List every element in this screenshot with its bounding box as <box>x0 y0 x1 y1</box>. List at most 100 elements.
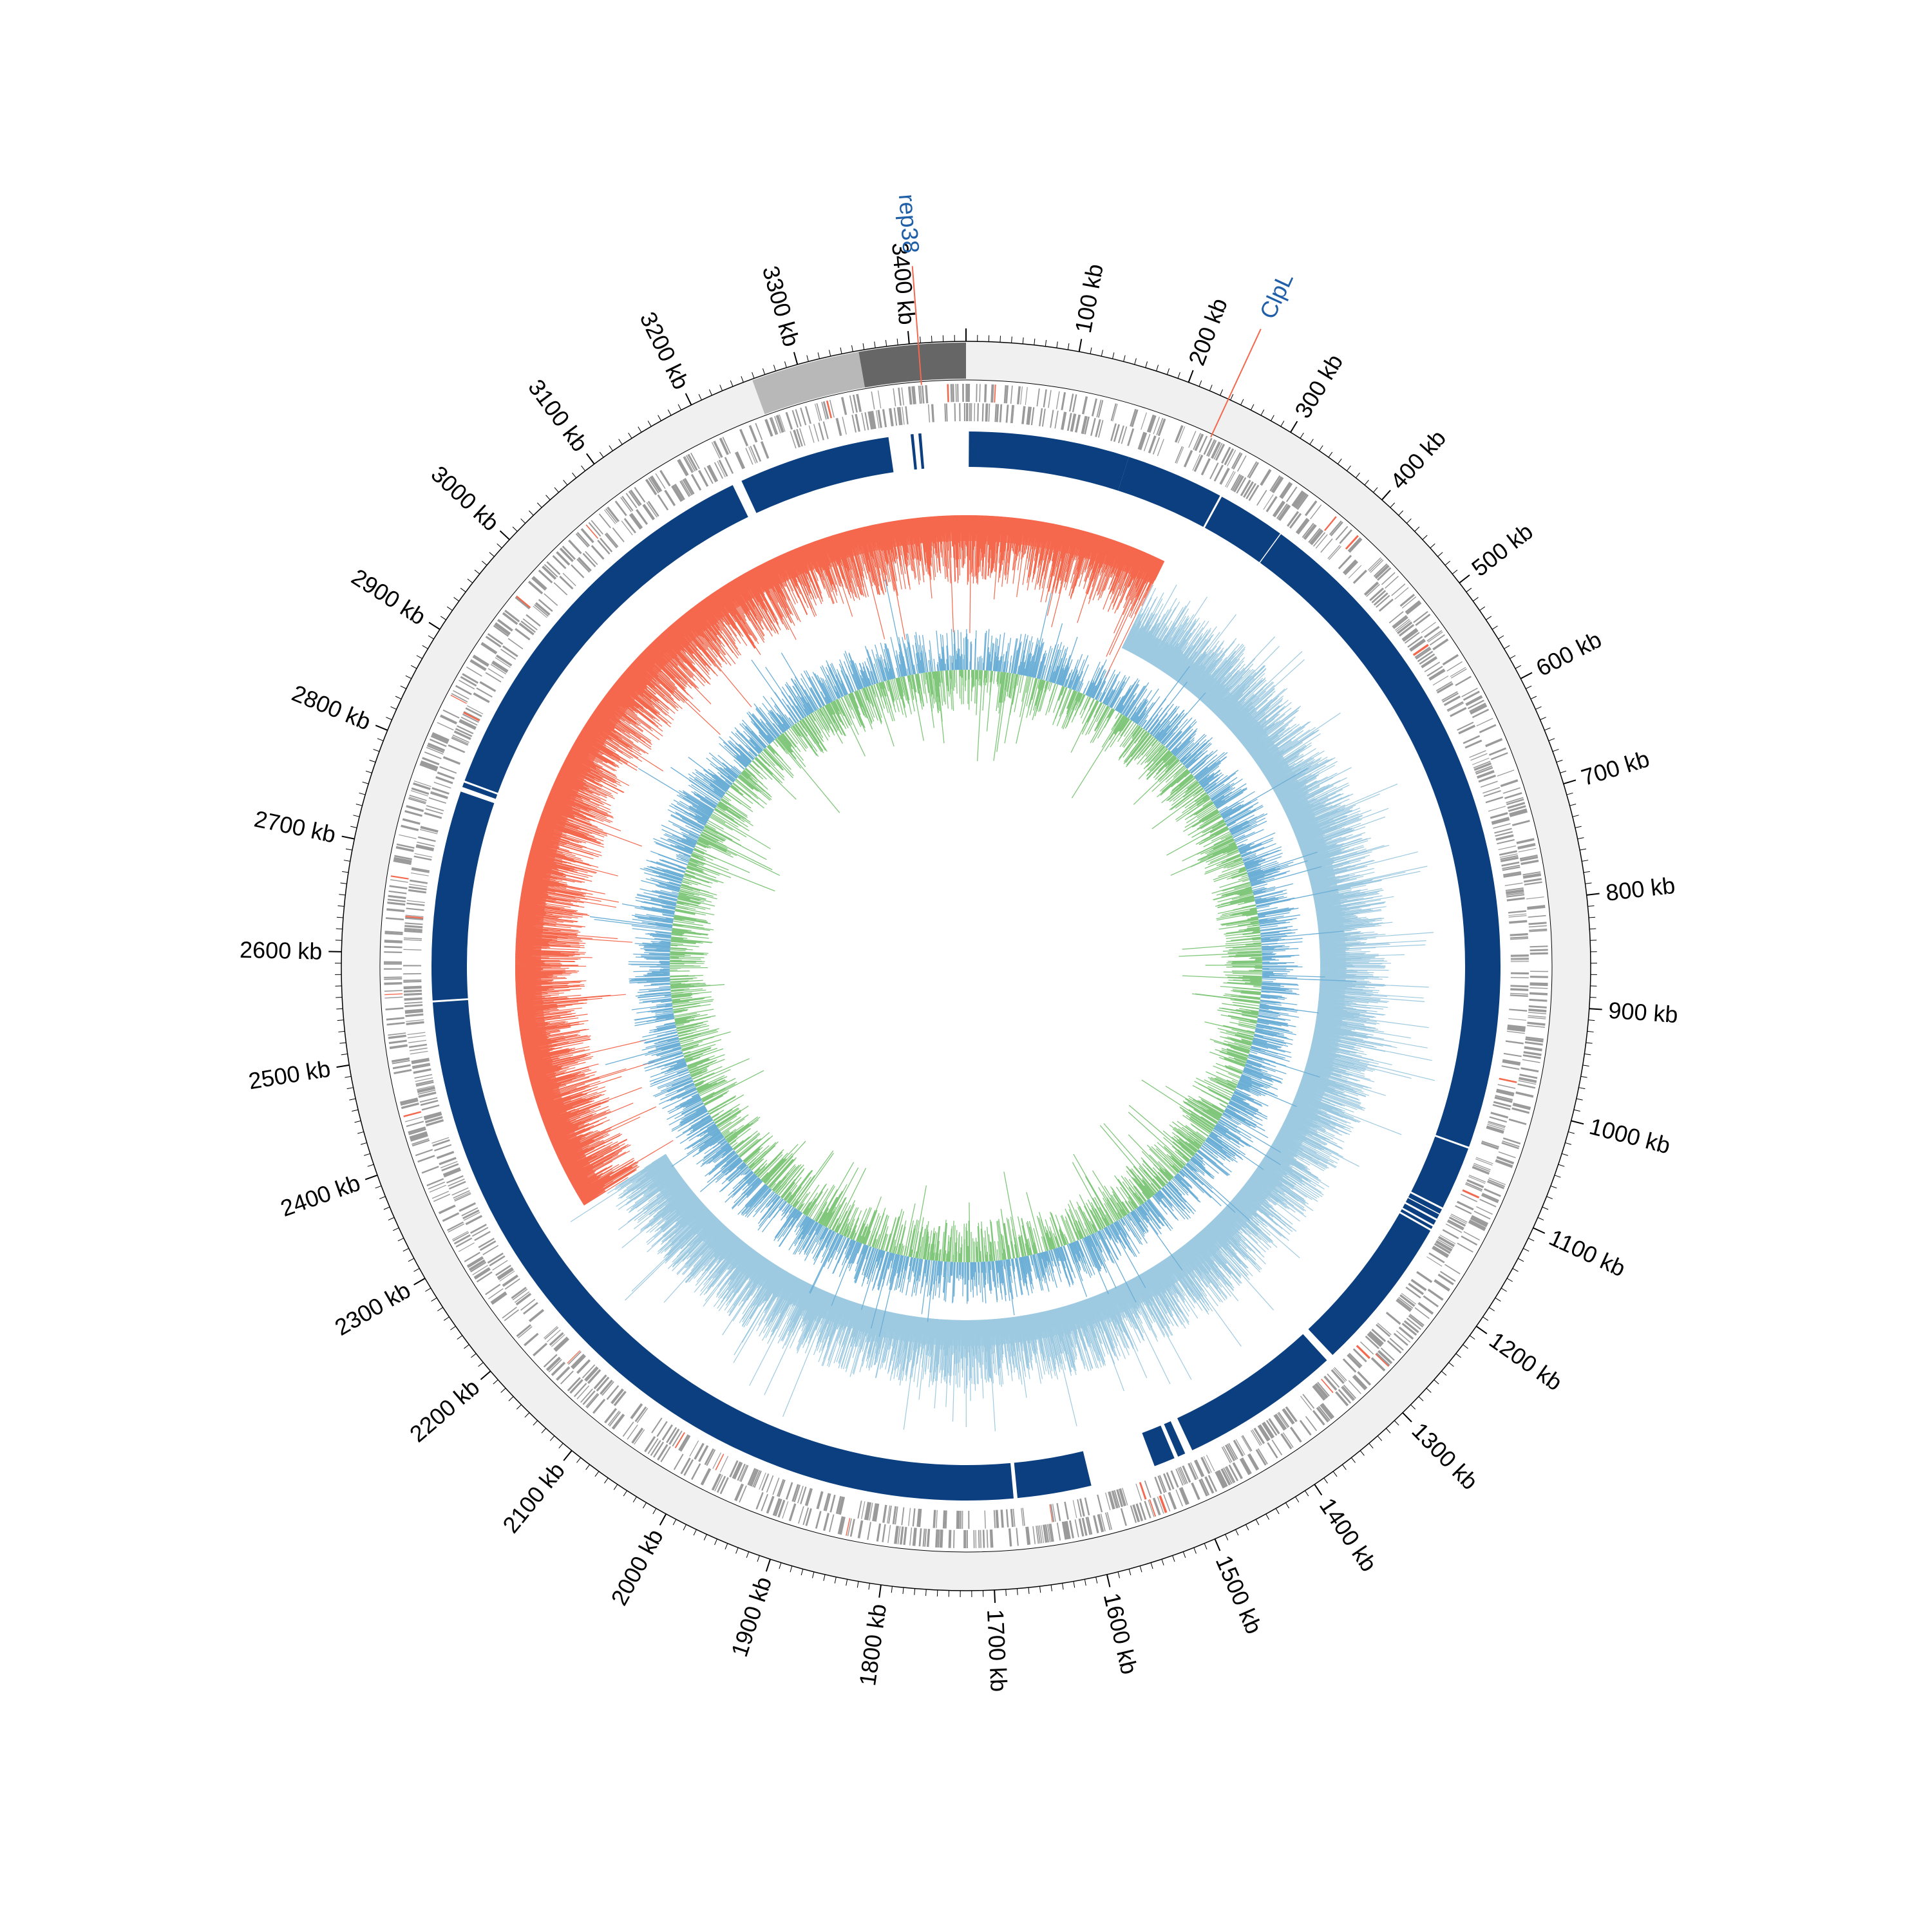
gene-feature <box>1437 1238 1454 1249</box>
gene-feature <box>1177 426 1186 444</box>
gene-feature <box>799 428 806 446</box>
gene-feature <box>694 1443 705 1460</box>
gene-feature <box>472 1265 488 1276</box>
blast-hit <box>1118 457 1220 527</box>
gene-feature <box>1247 1454 1258 1471</box>
gene-feature <box>1457 721 1474 731</box>
gene-feature <box>415 846 434 851</box>
gene-feature <box>562 545 576 560</box>
gene-feature <box>585 1392 598 1408</box>
minor-tick <box>345 1075 352 1078</box>
gene-feature <box>1170 1470 1179 1488</box>
gene-feature <box>1505 1040 1524 1045</box>
minor-tick <box>1583 871 1591 873</box>
major-tick <box>1571 1120 1584 1125</box>
gene-feature <box>1315 1383 1329 1398</box>
gene-feature <box>1203 1456 1212 1473</box>
gene-feature <box>384 951 402 954</box>
gene-feature <box>719 1477 729 1495</box>
gene-feature <box>432 732 450 741</box>
gene-feature <box>1077 1499 1082 1517</box>
gene-feature <box>1510 972 1529 975</box>
gene-feature <box>1329 520 1342 536</box>
gene-feature <box>660 1446 671 1463</box>
gene-feature <box>1511 1107 1530 1114</box>
minor-tick <box>1271 415 1274 421</box>
gene-feature <box>1005 404 1009 423</box>
gene-feature <box>1255 1449 1267 1466</box>
gene-feature <box>1131 409 1139 428</box>
minor-tick <box>1585 882 1592 884</box>
minor-tick <box>1558 1164 1565 1167</box>
gene-feature <box>634 1429 645 1445</box>
gene-feature <box>1335 1391 1349 1406</box>
gene-feature <box>562 573 576 587</box>
gene-feature <box>806 1488 813 1506</box>
minor-tick <box>1575 826 1582 828</box>
gene-feature <box>1500 855 1519 860</box>
gene-feature <box>1282 1432 1294 1448</box>
gene-feature <box>1392 616 1408 629</box>
gene-feature <box>1416 648 1432 660</box>
gene-feature <box>872 410 876 429</box>
minor-tick <box>920 336 921 343</box>
gene-feature <box>1466 696 1483 706</box>
minor-tick <box>683 1524 687 1531</box>
gene-feature <box>573 1383 587 1397</box>
gene-feature <box>774 416 781 433</box>
gene-feature <box>1528 1005 1547 1009</box>
gene-feature <box>876 1523 882 1542</box>
gene-feature <box>1402 629 1419 642</box>
gene-feature <box>864 1502 869 1520</box>
gene-feature <box>395 846 414 853</box>
gene-feature <box>871 391 875 410</box>
minor-tick <box>1587 905 1595 907</box>
gene-feature <box>1345 562 1358 576</box>
gene-feature <box>1148 1499 1155 1517</box>
minor-tick <box>1562 1153 1568 1156</box>
minor-tick <box>1177 372 1180 379</box>
minor-tick <box>355 804 363 806</box>
gene-feature <box>630 1403 642 1419</box>
gene-feature <box>777 1479 784 1497</box>
gene-feature <box>556 1367 571 1381</box>
gene-feature <box>1519 1078 1537 1083</box>
gene-feature <box>405 916 424 919</box>
gene-feature <box>410 1132 428 1141</box>
minor-tick <box>846 1579 848 1586</box>
gene-feature <box>847 1518 852 1537</box>
gene-feature <box>473 1267 490 1278</box>
gene-feature <box>526 614 541 627</box>
gene-feature <box>533 1342 548 1357</box>
gene-feature <box>656 1421 668 1437</box>
gene-feature <box>1159 1475 1167 1493</box>
gene-feature <box>408 1039 426 1043</box>
gene-feature <box>463 711 480 722</box>
gene-feature <box>1213 464 1224 482</box>
gene-feature <box>655 473 666 489</box>
gene-feature <box>1477 772 1495 779</box>
gene-feature <box>1479 724 1497 734</box>
gene-feature <box>636 509 649 526</box>
gene-feature <box>417 1086 435 1092</box>
blast-hit <box>741 437 894 513</box>
gene-feature <box>1375 1353 1389 1367</box>
gene-feature <box>1148 435 1157 453</box>
gene-feature <box>414 853 433 858</box>
gene-feature <box>429 738 447 747</box>
gene-feature <box>1525 1037 1544 1043</box>
gene-feature <box>1273 1414 1286 1431</box>
blast-hit <box>910 434 917 470</box>
gene-feature <box>1324 516 1337 531</box>
gene-feature <box>671 485 683 502</box>
gene-feature <box>528 1309 544 1321</box>
gene-feature <box>678 459 689 476</box>
gene-feature <box>634 487 646 503</box>
minor-tick <box>735 1547 739 1554</box>
gene-feature <box>1504 882 1523 886</box>
gene-feature <box>406 907 424 911</box>
gene-feature <box>1219 468 1230 485</box>
gene-feature <box>1448 1216 1466 1227</box>
gene-feature <box>816 1491 822 1509</box>
gene-feature <box>1501 1142 1519 1150</box>
